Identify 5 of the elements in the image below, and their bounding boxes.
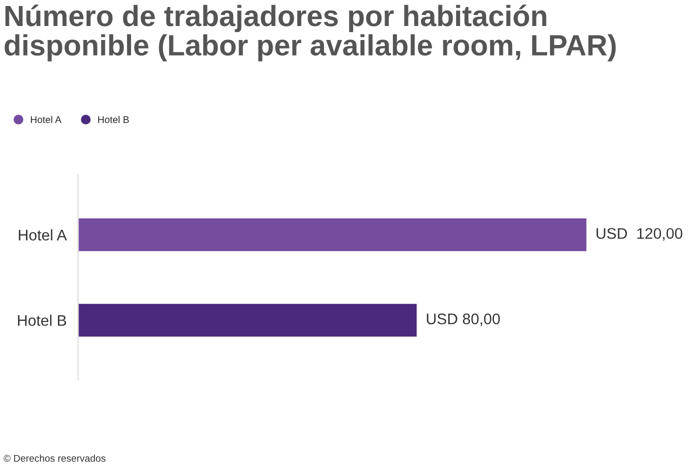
data-label: USD 120,00 (596, 228, 682, 241)
chart-title: Número de trabajadores por habitación disponible (Labor per available room, LPAR) (4, 4, 616, 62)
data-label: USD 80,00 (426, 313, 500, 326)
legend-label: Hotel B (98, 116, 129, 124)
text: © Derechos reservados (4, 454, 106, 462)
